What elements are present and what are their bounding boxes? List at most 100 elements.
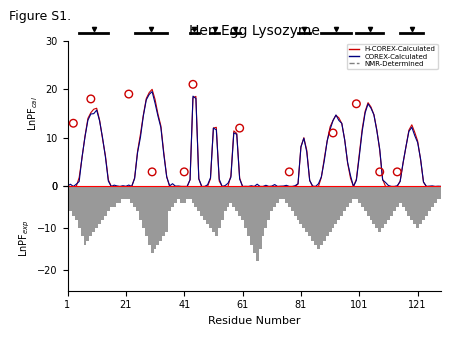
Bar <box>192 187 194 203</box>
Bar <box>133 187 136 207</box>
Point <box>189 82 197 87</box>
COREX-Calculated <box>397 179 403 184</box>
Bar <box>81 187 84 237</box>
Text: Figure S1.: Figure S1. <box>9 10 71 23</box>
Bar <box>314 187 317 245</box>
Bar <box>215 187 218 237</box>
Bar <box>256 187 259 262</box>
Bar <box>355 187 358 199</box>
Bar <box>399 187 401 203</box>
Bar <box>104 187 107 216</box>
Bar <box>373 187 375 224</box>
Bar <box>300 187 302 224</box>
H-COREX-Calculated <box>289 185 295 189</box>
Bar <box>75 187 78 220</box>
H-COREX-Calculated <box>263 185 269 189</box>
Bar <box>159 187 162 241</box>
Bar <box>250 187 253 245</box>
COREX-Calculated <box>173 184 178 188</box>
Bar <box>434 187 436 203</box>
Bar <box>194 187 198 207</box>
COREX-Calculated <box>71 185 76 189</box>
Bar <box>273 187 276 207</box>
Bar <box>253 187 256 253</box>
Bar <box>419 187 422 224</box>
Bar <box>305 187 308 232</box>
Bar <box>220 187 224 220</box>
Point <box>236 125 243 131</box>
Bar <box>279 187 282 199</box>
Bar <box>157 187 159 245</box>
Bar <box>235 187 238 212</box>
Legend: H-COREX-Calculated, COREX-Calculated, NMR-Determined: H-COREX-Calculated, COREX-Calculated, NM… <box>346 44 437 69</box>
Bar <box>425 187 428 216</box>
Bar <box>124 187 127 199</box>
Bar <box>218 187 220 228</box>
Bar <box>206 187 209 224</box>
Bar <box>320 187 323 245</box>
Bar <box>224 187 226 212</box>
Bar <box>375 187 378 228</box>
Bar <box>130 187 133 203</box>
Bar <box>428 187 431 212</box>
Bar <box>358 187 361 203</box>
Bar <box>431 187 434 207</box>
Bar <box>232 187 235 207</box>
Bar <box>209 187 212 228</box>
X-axis label: Residue Number: Residue Number <box>208 316 301 326</box>
Bar <box>148 187 151 245</box>
H-COREX-Calculated <box>395 185 400 189</box>
Bar <box>265 187 267 228</box>
Bar <box>338 187 340 220</box>
Line: COREX-Calculated: COREX-Calculated <box>68 92 441 187</box>
H-COREX-Calculated <box>170 185 175 189</box>
Bar <box>230 187 232 203</box>
Point <box>329 130 337 136</box>
Bar <box>369 187 373 220</box>
Bar <box>381 187 384 228</box>
Bar <box>151 187 153 253</box>
Bar <box>317 187 320 249</box>
Bar <box>326 187 328 237</box>
Point <box>353 101 360 106</box>
Bar <box>378 187 381 232</box>
Bar <box>92 187 95 232</box>
Bar <box>396 187 399 207</box>
H-COREX-Calculated <box>362 109 368 113</box>
Point <box>286 169 293 174</box>
Y-axis label: LnPF$_{exp}$: LnPF$_{exp}$ <box>17 220 32 257</box>
Bar <box>285 187 288 203</box>
Bar <box>416 187 419 228</box>
Bar <box>410 187 413 220</box>
Bar <box>390 187 393 216</box>
Bar <box>212 187 215 232</box>
COREX-Calculated <box>266 185 271 189</box>
Bar <box>86 187 90 241</box>
Point <box>148 169 156 174</box>
Bar <box>294 187 297 216</box>
COREX-Calculated <box>85 118 90 122</box>
Bar <box>422 187 425 220</box>
Title: Hen Egg Lysozyme: Hen Egg Lysozyme <box>189 24 320 38</box>
Bar <box>118 187 122 203</box>
Bar <box>116 187 118 203</box>
Bar <box>153 187 157 249</box>
Bar <box>107 187 110 212</box>
Bar <box>384 187 387 224</box>
Bar <box>198 187 200 212</box>
Point <box>87 96 94 102</box>
Bar <box>139 187 142 220</box>
Bar <box>267 187 270 220</box>
Bar <box>84 187 86 245</box>
Bar <box>401 187 405 207</box>
Bar <box>174 187 177 203</box>
Bar <box>136 187 139 212</box>
Bar <box>276 187 279 203</box>
Bar <box>332 187 334 228</box>
Bar <box>413 187 416 224</box>
Bar <box>308 187 311 237</box>
Bar <box>98 187 101 224</box>
Bar <box>282 187 285 199</box>
Bar <box>165 187 168 232</box>
Bar <box>387 187 390 220</box>
